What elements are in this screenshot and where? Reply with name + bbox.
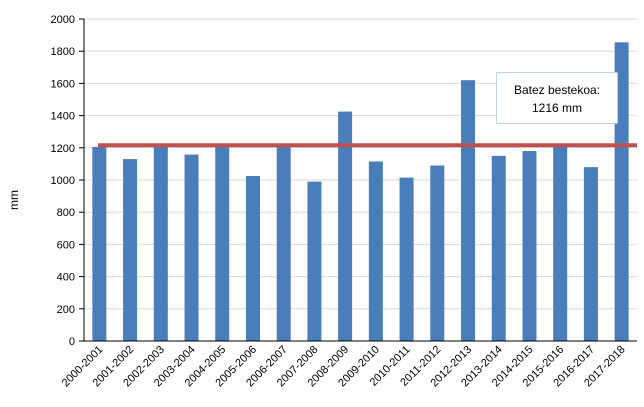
y-tick-label: 400 bbox=[57, 272, 75, 284]
average-callout-value: 1216 mm bbox=[531, 101, 583, 115]
bar bbox=[338, 111, 353, 341]
y-axis-ticks: 0 200 400 600 800 1000 1200 1400 1600 1800 2000 bbox=[51, 14, 85, 348]
y-tick-label: 600 bbox=[57, 239, 75, 251]
bar bbox=[368, 161, 383, 341]
y-tick-label: 200 bbox=[57, 304, 75, 316]
bar bbox=[491, 155, 506, 341]
y-tick-label: 1400 bbox=[51, 111, 75, 123]
bars bbox=[92, 42, 629, 342]
bar bbox=[583, 167, 598, 341]
bar bbox=[276, 145, 291, 341]
bar bbox=[92, 146, 107, 341]
y-tick-label: 1600 bbox=[51, 78, 75, 90]
bar bbox=[123, 159, 138, 341]
bar bbox=[614, 42, 629, 341]
bar bbox=[245, 175, 260, 341]
x-axis-ticks: 2000-20012001-20022002-20032003-20042004… bbox=[60, 344, 628, 390]
gridlines bbox=[84, 18, 637, 342]
average-callout: Batez bestekoa: 1216 mm bbox=[496, 72, 618, 124]
bar bbox=[461, 80, 476, 342]
bar bbox=[153, 146, 168, 341]
bar bbox=[184, 154, 199, 341]
bar bbox=[553, 145, 568, 341]
y-tick-label: 1000 bbox=[51, 175, 75, 187]
y-tick-label: 1200 bbox=[51, 143, 75, 155]
y-tick-label: 0 bbox=[69, 336, 75, 348]
average-callout-label: Batez bestekoa: bbox=[513, 83, 601, 97]
bar bbox=[399, 177, 414, 341]
y-tick-label: 2000 bbox=[51, 14, 75, 26]
bar bbox=[215, 146, 230, 341]
y-tick-label: 1800 bbox=[51, 46, 75, 58]
y-axis-label: mm bbox=[7, 190, 21, 210]
y-tick-label: 800 bbox=[57, 207, 75, 219]
bar bbox=[307, 181, 322, 341]
bar bbox=[430, 165, 445, 341]
bar bbox=[522, 151, 537, 341]
